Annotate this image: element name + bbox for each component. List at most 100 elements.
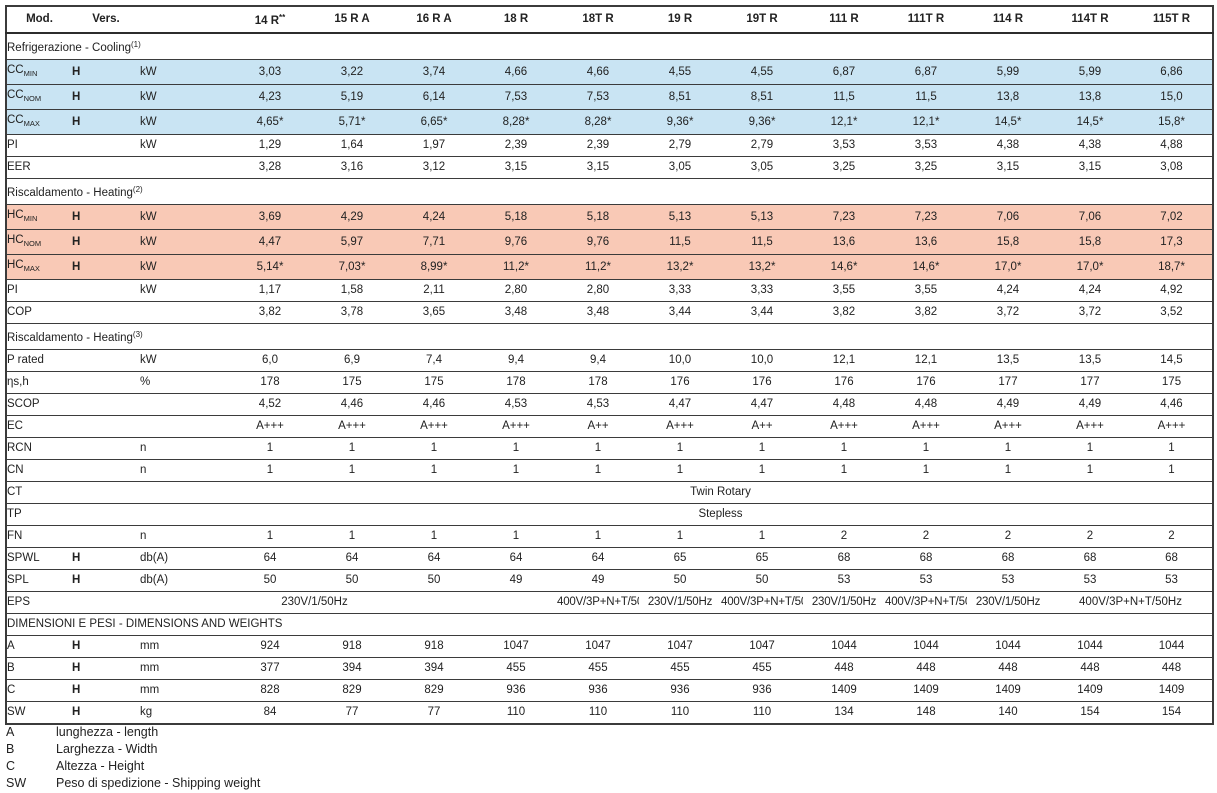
value-cell: 1	[967, 459, 1049, 482]
section-title: Riscaldamento - Heating(2)	[6, 178, 1213, 205]
unit-cell	[140, 156, 229, 179]
value-cell: 9,4	[475, 349, 557, 372]
value-cell: 7,23	[885, 204, 967, 230]
row-label: CCMIN	[6, 59, 72, 85]
table-row: EPS230V/1/50Hz400V/3P+N+T/50Hz230V/1/50H…	[6, 591, 1213, 614]
value-cell: 1	[475, 525, 557, 548]
value-cell: A+++	[393, 415, 475, 438]
vers-cell: H	[72, 254, 140, 280]
vers-cell	[72, 481, 140, 504]
table-head: Mod. Vers. 14 R** 15 R A 16 R A 18 R 18T R 19 R…	[6, 5, 1213, 34]
value-cell: 4,88	[1131, 134, 1213, 157]
value-cell: 1047	[557, 635, 639, 658]
unit-cell: kW	[140, 134, 229, 157]
column-header-unit	[140, 5, 229, 34]
value-cell: 2	[1131, 525, 1213, 548]
footnote-text: Altezza - Height	[56, 759, 145, 773]
footnote-text: Peso di spedizione - Shipping weight	[56, 776, 261, 790]
column-header-model: 114 R	[967, 5, 1049, 34]
row-label: CCMAX	[6, 109, 72, 135]
row-label: RCN	[6, 437, 72, 460]
value-cell: 4,24	[967, 279, 1049, 302]
value-cell: 924	[229, 635, 311, 658]
value-cell: 377	[229, 657, 311, 680]
value-cell: 11,2*	[475, 254, 557, 280]
value-cell: 400V/3P+N+T/50Hz	[721, 591, 803, 614]
value-cell: 12,1*	[803, 109, 885, 135]
value-cell: 3,44	[639, 301, 721, 324]
value-cell: 1	[639, 459, 721, 482]
value-cell: A+++	[803, 415, 885, 438]
column-header-model: 111T R	[885, 5, 967, 34]
value-cell: A++	[721, 415, 803, 438]
value-cell: 5,18	[475, 204, 557, 230]
vers-cell	[72, 349, 140, 372]
value-cell: 400V/3P+N+T/50Hz	[885, 591, 967, 614]
value-cell: 9,36*	[639, 109, 721, 135]
value-cell: 53	[803, 569, 885, 592]
value-cell: 3,33	[639, 279, 721, 302]
section-row: Riscaldamento - Heating(3)	[6, 323, 1213, 350]
value-cell: 1	[557, 525, 639, 548]
value-cell: 17,0*	[1049, 254, 1131, 280]
value-cell: 3,55	[885, 279, 967, 302]
value-cell: 1409	[885, 679, 967, 702]
value-cell: 77	[311, 701, 393, 725]
value-cell: 5,13	[721, 204, 803, 230]
footnote-text: Larghezza - Width	[56, 742, 158, 756]
value-cell: 49	[557, 569, 639, 592]
value-cell: 1047	[721, 635, 803, 658]
footnote-row: SW Peso di spedizione - Shipping weight	[6, 775, 260, 792]
vers-cell	[72, 156, 140, 179]
value-cell: 17,0*	[967, 254, 1049, 280]
value-cell: 11,5	[803, 84, 885, 110]
value-cell: 3,82	[885, 301, 967, 324]
value-cell: 14,5*	[1049, 109, 1131, 135]
value-cell: 1	[557, 437, 639, 460]
value-cell: 68	[803, 547, 885, 570]
value-cell: 5,14*	[229, 254, 311, 280]
row-label: SCOP	[6, 393, 72, 416]
value-cell: A+++	[967, 415, 1049, 438]
value-cell: 4,52	[229, 393, 311, 416]
value-cell: 176	[885, 371, 967, 394]
column-header-vers: Vers.	[72, 5, 140, 34]
value-cell: 53	[885, 569, 967, 592]
vers-cell: H	[72, 59, 140, 85]
row-label: SPWL	[6, 547, 72, 570]
value-cell: 936	[557, 679, 639, 702]
value-cell: 175	[1131, 371, 1213, 394]
column-header-model: 111 R	[803, 5, 885, 34]
value-cell: 3,55	[803, 279, 885, 302]
value-cell: 4,47	[229, 229, 311, 255]
value-cell: 11,5	[639, 229, 721, 255]
value-cell: 12,1	[885, 349, 967, 372]
column-header-model: 19 R	[639, 5, 721, 34]
value-cell: 11,5	[885, 84, 967, 110]
column-header-model: 14 R**	[229, 5, 311, 34]
value-cell: 53	[1131, 569, 1213, 592]
vers-cell	[72, 279, 140, 302]
section-row: DIMENSIONI E PESI - DIMENSIONS AND WEIGH…	[6, 613, 1213, 636]
vers-cell	[72, 415, 140, 438]
value-cell: 4,24	[393, 204, 475, 230]
value-cell: 2,80	[475, 279, 557, 302]
unit-cell: n	[140, 437, 229, 460]
value-cell: 5,71*	[311, 109, 393, 135]
value-cell: 176	[639, 371, 721, 394]
value-cell: 9,76	[475, 229, 557, 255]
value-cell: 3,12	[393, 156, 475, 179]
column-header-mod: Mod.	[6, 5, 72, 34]
value-cell: 1	[803, 437, 885, 460]
value-cell: 9,36*	[721, 109, 803, 135]
value-cell: 50	[311, 569, 393, 592]
value-cell: 14,5	[1131, 349, 1213, 372]
value-cell: 3,52	[1131, 301, 1213, 324]
value-cell: 6,87	[885, 59, 967, 85]
value-cell: 177	[1049, 371, 1131, 394]
